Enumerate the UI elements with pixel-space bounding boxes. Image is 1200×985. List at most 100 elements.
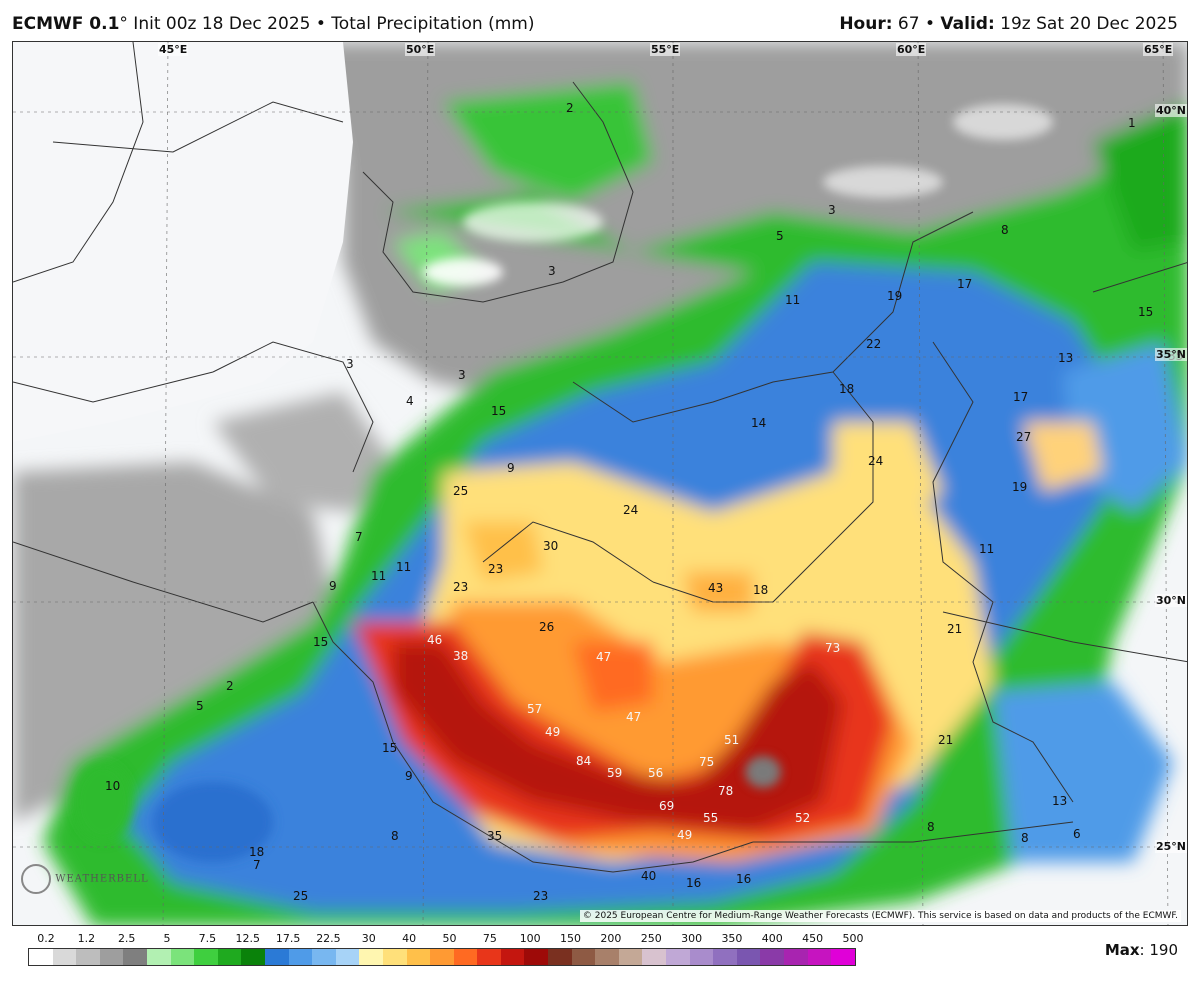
longitude-label: 65°E bbox=[1143, 43, 1174, 56]
value-label: 24 bbox=[623, 503, 638, 517]
legend-tick-label: 17.5 bbox=[275, 932, 301, 945]
value-label: 16 bbox=[736, 872, 751, 886]
borders bbox=[13, 42, 1187, 873]
longitude-label: 45°E bbox=[158, 43, 189, 56]
color-legend: 0.2 1.2 2.5 5 7.5 12.5 17.5 22.5 30 40 50 75 100 150 2… bbox=[28, 930, 864, 970]
value-label: 73 bbox=[825, 641, 840, 655]
legend-tick-label: 250 bbox=[640, 932, 662, 945]
graticule bbox=[13, 42, 1187, 925]
value-label: 13 bbox=[1058, 351, 1073, 365]
legend-color-swatch bbox=[288, 949, 313, 965]
legend-tick-label: 450 bbox=[802, 932, 824, 945]
legend-tick-label: 22.5 bbox=[316, 932, 341, 945]
latitude-label: 30°N bbox=[1155, 594, 1187, 607]
logo-circle-icon bbox=[21, 864, 51, 894]
value-label: 11 bbox=[979, 542, 994, 556]
value-label: 25 bbox=[293, 889, 308, 903]
value-label: 55 bbox=[703, 811, 718, 825]
init-time: Init 00z 18 Dec 2025 bbox=[127, 14, 311, 34]
precipitation-map[interactable]: 2 3 1 3 5 8 17 15 13 35 11 19 22 18 17 2… bbox=[12, 41, 1188, 926]
value-label: 47 bbox=[596, 650, 611, 664]
longitude-label: 60°E bbox=[896, 43, 927, 56]
legend-color-swatch bbox=[335, 949, 360, 965]
legend-tick-label: 350 bbox=[721, 932, 743, 945]
value-label: 40 bbox=[641, 869, 656, 883]
legend-tick-label: 200 bbox=[600, 932, 622, 945]
legend-tick-label: 40 bbox=[402, 932, 417, 945]
value-label: 3 bbox=[828, 203, 836, 217]
value-label: 22 bbox=[866, 337, 881, 351]
separator: • bbox=[919, 14, 941, 34]
legend-color-swatch bbox=[76, 949, 100, 965]
value-label: 16 bbox=[686, 876, 701, 890]
max-value: Max: 190 bbox=[1105, 941, 1178, 959]
value-label: 8 bbox=[391, 829, 399, 843]
value-label: 3 bbox=[346, 357, 354, 371]
value-label: 30 bbox=[543, 539, 558, 553]
hour-value: 67 bbox=[892, 14, 920, 34]
latitude-label: 35°N bbox=[1155, 348, 1187, 361]
copyright-notice: © 2025 European Centre for Medium-Range … bbox=[579, 910, 1181, 922]
value-label: 15 bbox=[1138, 305, 1153, 319]
legend-tick-label: 12.5 bbox=[235, 932, 261, 945]
legend-tick-label: 400 bbox=[761, 932, 783, 945]
value-label: 9 bbox=[507, 461, 515, 475]
value-label: 51 bbox=[724, 733, 739, 747]
value-label: 15 bbox=[491, 404, 506, 418]
legend-tick-label: 100 bbox=[519, 932, 541, 945]
precip-details bbox=[73, 104, 1053, 862]
value-label: 49 bbox=[677, 828, 692, 842]
value-label: 21 bbox=[938, 733, 953, 747]
legend-color-swatch bbox=[217, 949, 242, 965]
value-label: 2 bbox=[566, 101, 574, 115]
value-label: 2 bbox=[226, 679, 234, 693]
legend-color-swatch bbox=[52, 949, 77, 965]
value-label: 8 bbox=[1021, 831, 1029, 845]
value-label: 21 bbox=[947, 622, 962, 636]
value-label: 18 bbox=[839, 382, 854, 396]
value-label: 18 bbox=[249, 845, 264, 859]
max-label: Max bbox=[1104, 941, 1140, 959]
legend-color-swatch bbox=[500, 949, 525, 965]
value-label: 3 bbox=[458, 368, 466, 382]
latitude-label: 40°N bbox=[1155, 104, 1187, 117]
legend-tick-label: 0.2 bbox=[37, 932, 55, 945]
legend-tick-label: 300 bbox=[681, 932, 703, 945]
value-label: 38 bbox=[453, 649, 468, 663]
value-label: 8 bbox=[1001, 223, 1009, 237]
legend-color-swatch bbox=[807, 949, 832, 965]
legend-color-swatch bbox=[406, 949, 431, 965]
value-label: 35 bbox=[487, 829, 502, 843]
legend-tick-label: 7.5 bbox=[198, 932, 217, 945]
legend-color-swatch bbox=[359, 949, 383, 965]
legend-color-swatch bbox=[642, 949, 667, 965]
dry-region bbox=[13, 42, 353, 442]
value-label: 26 bbox=[539, 620, 554, 634]
hour-label: Hour: bbox=[839, 14, 893, 34]
value-label: 25 bbox=[453, 484, 468, 498]
longitude-label: 50°E bbox=[405, 43, 436, 56]
legend-color-swatch bbox=[736, 949, 761, 965]
legend-color-swatch bbox=[713, 949, 737, 965]
value-label: 17 bbox=[957, 277, 972, 291]
value-label: 4 bbox=[406, 394, 414, 408]
value-label: 46 bbox=[427, 633, 442, 647]
legend-color-swatch bbox=[689, 949, 714, 965]
legend-color-swatch bbox=[123, 949, 147, 965]
max-number: : 190 bbox=[1139, 941, 1178, 959]
value-label: 17 bbox=[1013, 390, 1028, 404]
valid-value: 19z Sat 20 Dec 2025 bbox=[994, 14, 1178, 34]
legend-color-swatch bbox=[29, 949, 53, 965]
legend-tick-label: 1.2 bbox=[77, 932, 96, 945]
value-label: 23 bbox=[533, 889, 548, 903]
legend-color-swatch bbox=[99, 949, 124, 965]
value-label: 78 bbox=[718, 784, 733, 798]
legend-ticks: 0.2 1.2 2.5 5 7.5 12.5 17.5 22.5 30 40 50 75 100 150 2… bbox=[28, 930, 863, 946]
legend-tick-label: 5 bbox=[163, 932, 171, 945]
legend-color-swatch bbox=[571, 949, 596, 965]
value-label: 5 bbox=[196, 699, 204, 713]
legend-tick-label: 2.5 bbox=[117, 932, 136, 945]
legend-color-swatch bbox=[382, 949, 407, 965]
value-label: 7 bbox=[253, 858, 261, 872]
value-label: 6 bbox=[1073, 827, 1081, 841]
